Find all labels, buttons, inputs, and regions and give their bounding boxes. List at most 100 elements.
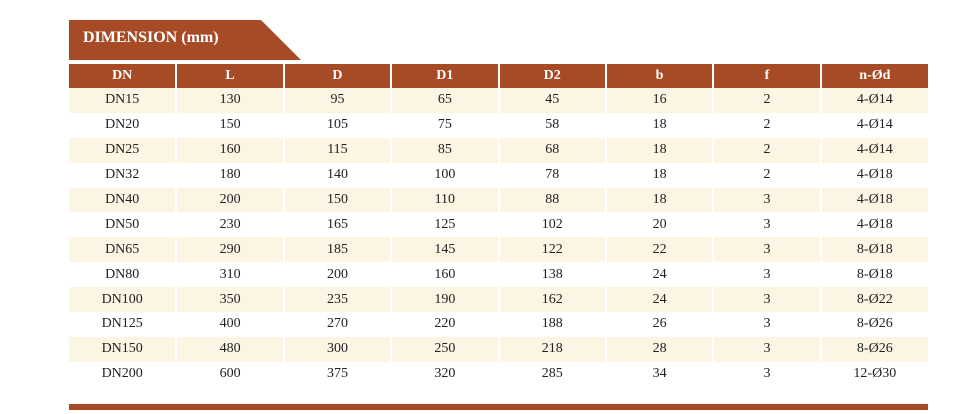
table-head: DN L D D1 D2 b f n-Ød	[69, 64, 928, 88]
table-cell: DN15	[69, 88, 177, 113]
table-cell: 160	[175, 137, 284, 163]
table-cell: 75	[390, 112, 499, 138]
bottom-bar	[69, 404, 928, 410]
table-cell: 3	[712, 336, 821, 362]
table-cell: 2	[712, 112, 821, 138]
table-cell: 4-Ø18	[819, 187, 928, 213]
table-cell: 28	[604, 336, 714, 362]
table-cell: 24	[604, 262, 714, 288]
table-cell: 220	[390, 312, 499, 337]
table-cell: DN40	[69, 187, 177, 213]
table-row: DN25 160 115 85 68 18 2 4-Ø14	[69, 137, 928, 163]
table-cell: 3	[712, 262, 821, 288]
table-cell: 2	[712, 137, 821, 163]
table-cell: 8-Ø22	[819, 287, 928, 313]
table-row: DN32 180 140 100 78 18 2 4-Ø18	[69, 162, 928, 188]
table-row: DN40 200 150 110 88 18 3 4-Ø18	[69, 187, 928, 213]
column-header: D	[282, 64, 392, 88]
table-cell: 600	[175, 361, 284, 387]
table-cell: DN80	[105, 266, 140, 282]
table-cell: 3	[712, 187, 821, 213]
table-cell: 95	[282, 88, 392, 113]
table-cell: DN100	[69, 287, 177, 313]
column-header: b	[604, 64, 714, 88]
table-cell: 130	[175, 88, 284, 113]
table-cell: 34	[604, 361, 714, 387]
table-cell: 4-Ø14	[819, 112, 928, 138]
table-cell: 400	[175, 312, 284, 337]
column-header: L	[175, 64, 284, 88]
table-cell: 310	[175, 262, 284, 288]
table-cell: DN150	[69, 336, 177, 362]
table-cell: 125	[390, 212, 499, 238]
table-cell: 160	[390, 262, 499, 288]
table-cell: 188	[497, 312, 606, 337]
table-cell: 185	[282, 237, 392, 263]
table-cell: 18	[604, 162, 714, 188]
table-cell: 100	[390, 162, 499, 188]
column-header: D1	[390, 64, 499, 88]
table-cell: 26	[604, 312, 714, 337]
table-body: DN15 130 95 65 45 16 2 4-Ø14 DN20 150 105 75 58 18 2 4-…	[69, 88, 928, 387]
table-cell: 8-Ø26	[819, 336, 928, 362]
table-cell: 235	[282, 287, 392, 313]
table-cell: 375	[282, 361, 392, 387]
table-cell: DN20	[105, 117, 140, 133]
table-row: DN200 600 375 320 285 34 3 12-Ø30	[69, 361, 928, 387]
table-cell: 78	[497, 162, 606, 188]
table-row: DN150 480 300 250 218 28 3 8-Ø26	[69, 336, 928, 362]
table-cell: 105	[282, 112, 392, 138]
table-cell: DN65	[69, 237, 177, 263]
table-cell: 8-Ø18	[819, 262, 928, 288]
column-header: DN	[69, 64, 177, 88]
table-cell: 18	[604, 112, 714, 138]
table-cell: DN25	[69, 137, 177, 163]
table-cell: 270	[282, 312, 392, 337]
table-cell: 140	[282, 162, 392, 188]
table-cell: 4-Ø18	[819, 162, 928, 188]
title-tab	[69, 20, 301, 60]
table-cell: 20	[604, 212, 714, 238]
table-cell: 22	[604, 237, 714, 263]
table-row: DN50 230 165 125 102 20 3 4-Ø18	[69, 212, 928, 238]
table-cell: 2	[712, 88, 821, 113]
table-cell: 88	[497, 187, 606, 213]
table-row: DN100 350 235 190 162 24 3 8-Ø22	[69, 287, 928, 313]
table-cell: 85	[390, 137, 499, 163]
column-header: f	[712, 64, 821, 88]
table-cell: 480	[175, 336, 284, 362]
table-cell: 24	[604, 287, 714, 313]
table-cell: 115	[282, 137, 392, 163]
table-cell: 3	[712, 237, 821, 263]
table-cell: 285	[497, 361, 606, 387]
table-cell: 320	[390, 361, 499, 387]
table-cell: DN200	[101, 366, 143, 382]
column-header: n-Ød	[819, 64, 928, 88]
table-cell: 8-Ø26	[819, 312, 928, 337]
table-cell: 2	[712, 162, 821, 188]
table-cell: 300	[282, 336, 392, 362]
table-cell: 102	[497, 212, 606, 238]
dimension-table: DN L D D1 D2 b f n-Ød DN15 130 95 65 45 16 2 4-Ø14 DN20…	[69, 64, 928, 387]
table-cell: 3	[712, 312, 821, 337]
table-cell: 16	[604, 88, 714, 113]
table-cell: 12-Ø30	[819, 361, 928, 387]
table-cell: 218	[497, 336, 606, 362]
table-cell: DN32	[105, 167, 140, 183]
table-cell: 162	[497, 287, 606, 313]
table-row: DN80 310 200 160 138 24 3 8-Ø18	[69, 262, 928, 288]
table-cell: 145	[390, 237, 499, 263]
table-cell: 122	[497, 237, 606, 263]
table-cell: 290	[175, 237, 284, 263]
table-cell: 150	[175, 112, 284, 138]
table-cell: 3	[712, 287, 821, 313]
table-cell: 45	[497, 88, 606, 113]
column-header: D2	[497, 64, 606, 88]
table-cell: 200	[175, 187, 284, 213]
table-cell: 3	[712, 212, 821, 238]
title: DIMENSION (mm)	[83, 29, 219, 46]
table-cell: 18	[604, 137, 714, 163]
table-row: DN65 290 185 145 122 22 3 8-Ø18	[69, 237, 928, 263]
table-cell: 250	[390, 336, 499, 362]
